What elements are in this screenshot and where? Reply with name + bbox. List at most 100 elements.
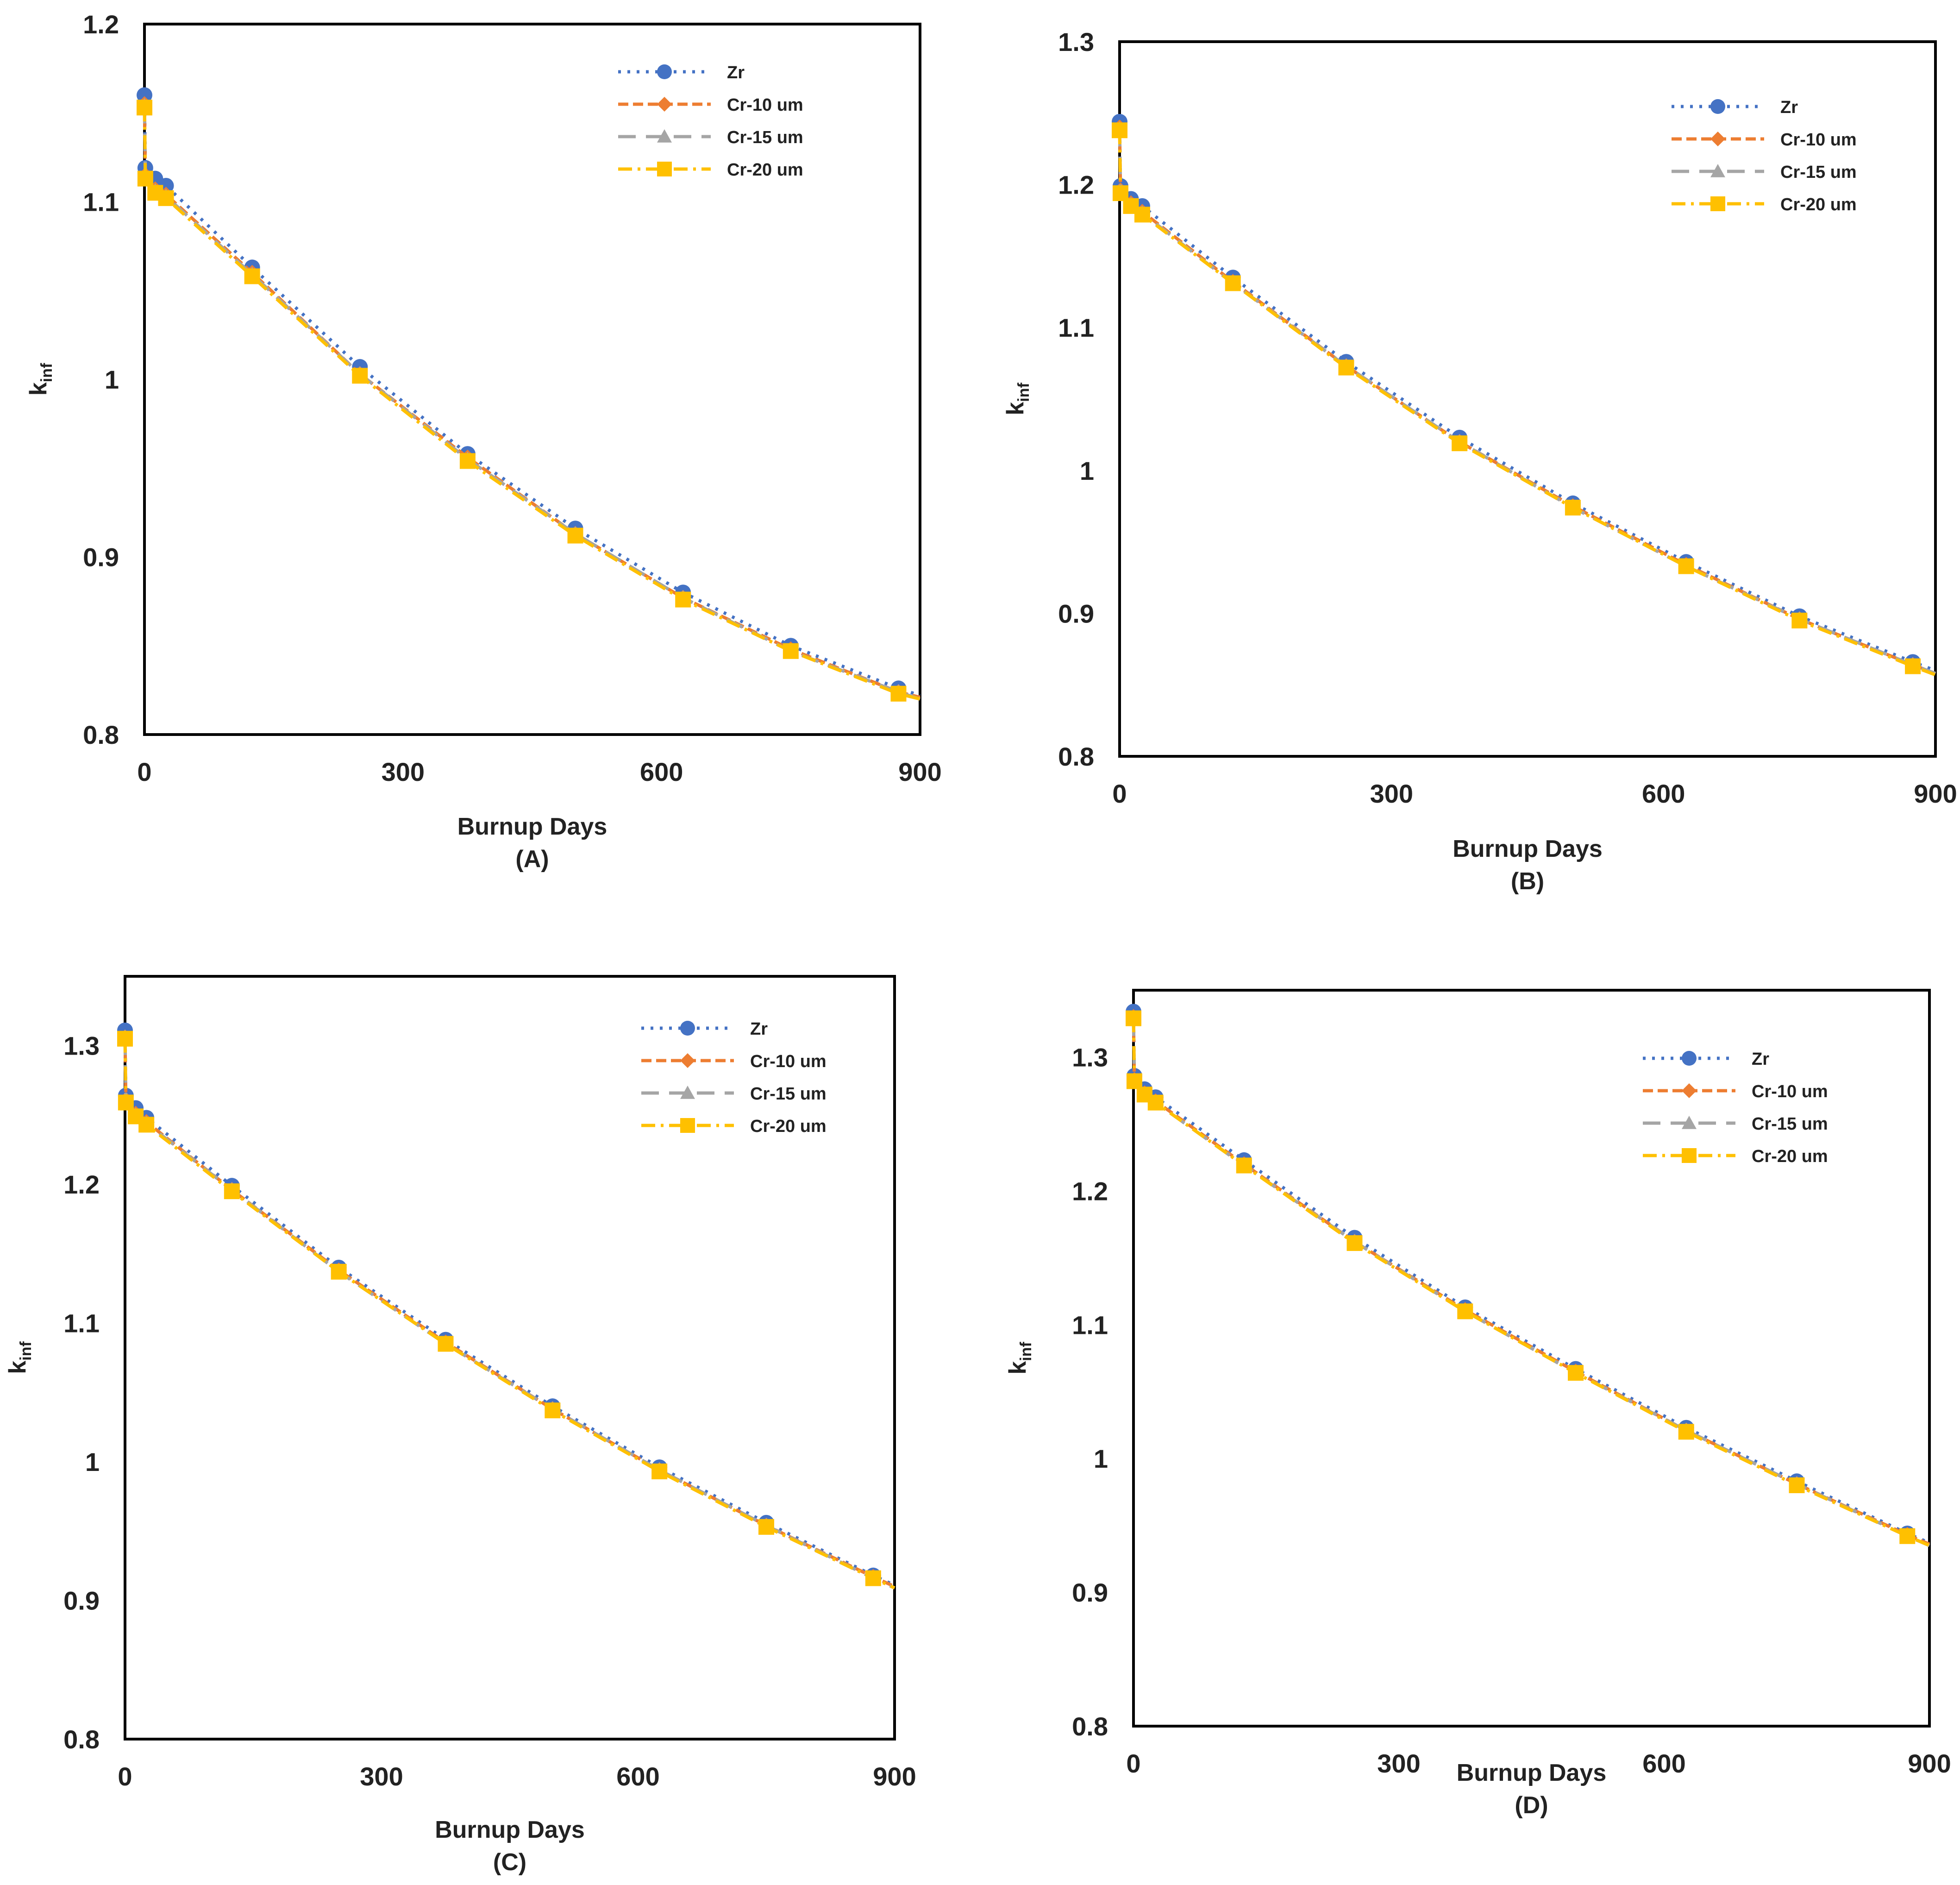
x-tick-label: 600 (1642, 779, 1685, 808)
panel-label: (C) (493, 1849, 526, 1876)
legend-label: Cr-15 um (1752, 1114, 1828, 1134)
y-tick-label: 0.8 (63, 1725, 100, 1754)
y-tick-label: 1.1 (83, 188, 119, 217)
legend-marker (1682, 1083, 1697, 1098)
legend-marker (1710, 132, 1725, 146)
data-point (137, 170, 153, 187)
y-tick-label: 1.2 (83, 10, 119, 39)
x-tick-label: 300 (382, 757, 425, 786)
y-tick-label: 0.9 (1072, 1578, 1108, 1607)
legend-label: Cr-15 um (1780, 163, 1857, 182)
data-point (438, 1336, 454, 1352)
data-point (1678, 558, 1694, 574)
data-point (1568, 1365, 1584, 1381)
y-tick-label: 1.3 (1058, 27, 1094, 57)
panel-label: (D) (1515, 1792, 1548, 1819)
legend-label: Cr-20 um (1780, 195, 1857, 214)
y-axis-title: kinf (25, 363, 56, 396)
legend-label: Zr (1780, 98, 1798, 117)
data-point (1346, 1235, 1363, 1251)
series-line-1 (1132, 1012, 1930, 1545)
y-tick-label: 1 (85, 1447, 100, 1477)
y-axis-title: kinf (1004, 1342, 1035, 1375)
data-point (1134, 207, 1150, 223)
chart-panel-2: 0.8 0.9 1 1.1 1.2 1.3 0 300 600 900 Burnup Days (B)… (1002, 27, 1957, 895)
y-tick-label: 1.2 (63, 1170, 100, 1199)
legend: Zr Cr-10 um Cr-15 um Cr-20 um (641, 1019, 827, 1136)
data-point (1112, 122, 1127, 138)
legend-marker (657, 64, 672, 79)
data-point (1457, 1303, 1473, 1320)
data-point (138, 1117, 155, 1133)
data-point (1126, 1010, 1141, 1026)
data-point (545, 1402, 561, 1419)
legend-label: Cr-20 um (727, 160, 803, 180)
legend-label: Cr-10 um (1780, 130, 1857, 150)
legend: Zr Cr-10 um Cr-15 um Cr-20 um (1672, 98, 1857, 214)
data-point (1126, 1073, 1142, 1089)
chart-panel-1: 0.8 0.9 1 1.1 1.2 0 300 600 900 Burnup Days (A) kin… (25, 10, 942, 873)
x-tick-label: 900 (873, 1762, 916, 1791)
data-point (1905, 658, 1921, 674)
y-tick-label: 1 (1080, 456, 1094, 485)
data-point (1899, 1528, 1916, 1544)
y-tick-label: 1 (105, 365, 119, 394)
data-point (137, 87, 152, 103)
data-point (1678, 1424, 1694, 1440)
legend-label: Cr-10 um (750, 1052, 827, 1071)
x-tick-label: 600 (616, 1762, 659, 1791)
x-axis-title: Burnup Days (1457, 1759, 1607, 1786)
y-tick-label: 0.9 (63, 1586, 100, 1615)
panel-label: (B) (1511, 868, 1544, 895)
x-tick-label: 600 (1642, 1749, 1685, 1778)
x-tick-label: 0 (137, 757, 151, 786)
legend-marker (657, 129, 672, 143)
data-point (244, 268, 260, 284)
x-axis-title: Burnup Days (457, 813, 607, 840)
data-point (890, 685, 907, 702)
x-tick-label: 600 (640, 757, 683, 786)
data-point (1452, 435, 1468, 452)
legend-marker (680, 1021, 695, 1036)
y-tick-label: 1.1 (1058, 313, 1094, 342)
y-axis-title: kinf (4, 1341, 35, 1374)
legend-marker (680, 1053, 695, 1068)
data-point (675, 591, 691, 608)
y-tick-label: 0.8 (83, 720, 119, 749)
legend-marker (657, 97, 672, 112)
data-point (783, 643, 799, 659)
legend-label: Cr-20 um (1752, 1147, 1828, 1166)
panel-label: (A) (515, 846, 549, 873)
legend-label: Cr-10 um (727, 95, 803, 115)
data-point (1225, 275, 1241, 291)
legend-marker (657, 162, 672, 176)
x-tick-label: 900 (898, 757, 941, 786)
y-tick-label: 1.2 (1072, 1176, 1108, 1206)
chart-panel-3: 0.8 0.9 1 1.1 1.2 1.3 0 300 600 900 Burnup Days (C)… (4, 975, 916, 1876)
data-point (1147, 1094, 1164, 1111)
data-point (1789, 1477, 1805, 1493)
y-tick-label: 1.2 (1058, 170, 1094, 200)
series-line-4 (123, 1038, 895, 1590)
data-point (567, 528, 583, 544)
legend: Zr Cr-10 um Cr-15 um Cr-20 um (1643, 1049, 1828, 1166)
legend-label: Cr-15 um (750, 1084, 827, 1104)
legend-marker (1682, 1116, 1697, 1129)
y-tick-label: 1.3 (1072, 1043, 1108, 1072)
legend-label: Zr (1752, 1049, 1769, 1069)
x-tick-label: 900 (1914, 779, 1957, 808)
x-tick-label: 300 (360, 1762, 403, 1791)
y-tick-label: 0.9 (83, 543, 119, 572)
data-point (224, 1183, 240, 1200)
x-tick-label: 0 (1126, 1749, 1140, 1778)
x-axis-title: Burnup Days (435, 1816, 585, 1843)
data-point (117, 1030, 133, 1047)
x-tick-label: 300 (1370, 779, 1413, 808)
y-tick-label: 1.1 (1072, 1310, 1108, 1339)
legend-marker (680, 1086, 695, 1099)
data-point (331, 1263, 347, 1280)
y-axis-title: kinf (1002, 383, 1033, 415)
data-point (1236, 1157, 1252, 1174)
data-point (1565, 500, 1581, 516)
y-tick-label: 0.9 (1058, 599, 1094, 628)
